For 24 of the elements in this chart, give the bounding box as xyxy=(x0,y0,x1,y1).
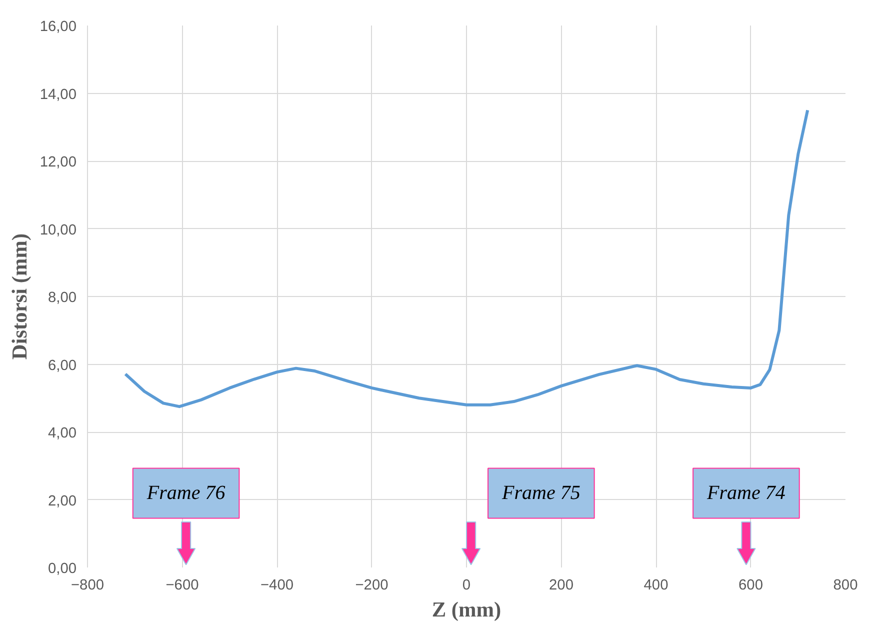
y-tick-label: 8,00 xyxy=(48,290,77,306)
x-tick-label: 800 xyxy=(833,578,858,594)
y-tick-label: 10,00 xyxy=(40,222,77,238)
y-tick-label: 12,00 xyxy=(40,154,77,170)
line-series xyxy=(124,108,810,408)
x-tick-label: 0 xyxy=(462,578,471,594)
y-tick-label: 2,00 xyxy=(48,493,77,510)
y-tick-label: 16,00 xyxy=(40,19,77,35)
y-tick-label: 0,00 xyxy=(48,561,77,577)
x-tick-label: 200 xyxy=(549,578,574,594)
x-tick-label: −200 xyxy=(355,578,388,594)
y-axis-title: Distorsi (mm) xyxy=(8,233,32,360)
y-tick-label: 4,00 xyxy=(48,426,77,442)
annotation: Frame 75 xyxy=(501,482,580,504)
annotation: Frame 76 xyxy=(146,482,226,504)
x-tick-label: −400 xyxy=(260,578,294,594)
x-tick-label: −800 xyxy=(70,578,104,594)
x-axis-title: Z (mm) xyxy=(432,598,502,622)
y-tick-label: 14,00 xyxy=(40,86,77,103)
x-tick-label: 400 xyxy=(644,578,668,594)
x-tick-label: −600 xyxy=(166,578,199,594)
annotation: Frame 74 xyxy=(706,482,786,504)
x-tick-label: 600 xyxy=(738,578,763,594)
y-tick-label: 6,00 xyxy=(48,358,77,374)
